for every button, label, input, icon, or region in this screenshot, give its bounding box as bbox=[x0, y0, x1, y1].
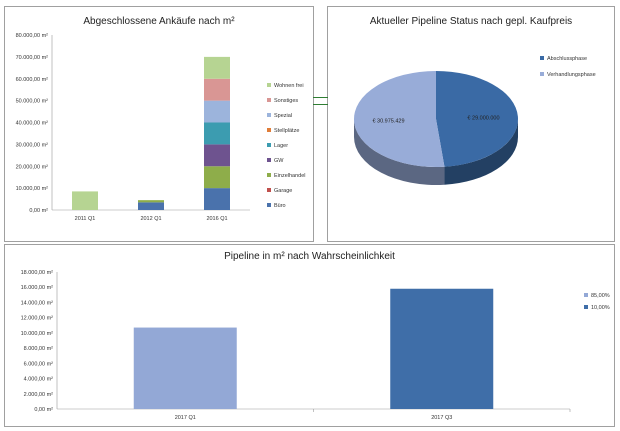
y-tick-label: 40.000,00 m² bbox=[16, 121, 49, 127]
pie-data-label: € 30.975.429 bbox=[372, 118, 404, 124]
pie-chart-panel: Aktueller Pipeline Status nach gepl. Kau… bbox=[327, 6, 615, 242]
legend-label: Abschlussphase bbox=[547, 56, 587, 62]
x-tick-label: 2016 Q1 bbox=[206, 216, 227, 222]
bar-segment bbox=[204, 122, 230, 145]
y-tick-label: 10.000,00 m² bbox=[21, 331, 54, 337]
legend-swatch bbox=[584, 305, 588, 309]
bar-segment bbox=[204, 100, 230, 123]
bar-segment bbox=[204, 78, 230, 101]
y-tick-label: 12.000,00 m² bbox=[21, 316, 54, 322]
y-tick-label: 0,00 m² bbox=[29, 208, 48, 214]
y-tick-label: 8.000,00 m² bbox=[24, 346, 54, 352]
y-tick-label: 0,00 m² bbox=[34, 407, 53, 413]
legend-swatch bbox=[540, 72, 544, 76]
y-tick-label: 70.000,00 m² bbox=[16, 55, 49, 61]
legend-label: Sonstiges bbox=[274, 98, 298, 104]
x-tick-label: 2017 Q1 bbox=[175, 415, 196, 421]
legend-swatch bbox=[267, 143, 271, 147]
bar-segment bbox=[204, 56, 230, 79]
bar-segment bbox=[138, 200, 164, 203]
y-tick-label: 50.000,00 m² bbox=[16, 99, 49, 105]
legend-label: Lager bbox=[274, 143, 288, 149]
chart1-title: Abgeschlossene Ankäufe nach m² bbox=[83, 16, 235, 27]
legend-label: Verhandlungsphase bbox=[547, 72, 596, 78]
legend-swatch bbox=[267, 98, 271, 102]
bar-segment bbox=[204, 144, 230, 167]
bar-segment bbox=[204, 166, 230, 189]
connector-line bbox=[313, 97, 328, 98]
legend-label: Stellplätze bbox=[274, 128, 299, 134]
y-tick-label: 20.000,00 m² bbox=[16, 164, 49, 170]
legend-swatch bbox=[267, 113, 271, 117]
legend-swatch bbox=[267, 83, 271, 87]
stacked-bar-chart-panel: Abgeschlossene Ankäufe nach m² 0,00 m² 10… bbox=[4, 6, 314, 242]
y-tick-label: 60.000,00 m² bbox=[16, 77, 49, 83]
legend-label: Spezial bbox=[274, 113, 292, 119]
connector-line bbox=[313, 104, 328, 105]
y-tick-label: 2.000,00 m² bbox=[24, 392, 54, 398]
legend-label: Wohnen frei bbox=[274, 83, 304, 89]
y-tick-label: 4.000,00 m² bbox=[24, 377, 54, 383]
legend-label: Einzelhandel bbox=[274, 173, 306, 179]
bar-segment bbox=[138, 202, 164, 210]
pie-slice-side bbox=[444, 119, 518, 185]
x-tick-label: 2017 Q3 bbox=[431, 415, 452, 421]
legend-swatch bbox=[267, 158, 271, 162]
y-tick-label: 18.000,00 m² bbox=[21, 270, 54, 276]
legend-label: 85,00% bbox=[591, 293, 610, 299]
legend-swatch bbox=[540, 56, 544, 60]
stacked-bar-chart: 0,00 m² 10.000,00 m² 20.000,00 m² 30.000,00… bbox=[16, 33, 306, 222]
legend-label: Büro bbox=[274, 203, 286, 209]
y-tick-label: 80.000,00 m² bbox=[16, 33, 49, 39]
y-tick-label: 14.000,00 m² bbox=[21, 300, 54, 306]
legend-label: 10,00% bbox=[591, 305, 610, 311]
legend-swatch bbox=[267, 203, 271, 207]
x-tick-label: 2012 Q1 bbox=[140, 216, 161, 222]
y-tick-label: 6.000,00 m² bbox=[24, 361, 54, 367]
legend-swatch bbox=[267, 128, 271, 132]
legend-swatch bbox=[267, 188, 271, 192]
bar-segment bbox=[204, 188, 230, 210]
legend-label: GW bbox=[274, 158, 284, 164]
legend-swatch bbox=[267, 173, 271, 177]
y-tick-label: 16.000,00 m² bbox=[21, 285, 54, 291]
pie-slice bbox=[353, 71, 445, 167]
x-tick-label: 2011 Q1 bbox=[75, 216, 96, 222]
bar bbox=[133, 327, 237, 409]
pipeline-bar-chart: 0,00 m² 2.000,00 m² 4.000,00 m² 6.000,00 m²… bbox=[21, 270, 610, 421]
bar-segment bbox=[72, 191, 98, 210]
pipeline-bar-chart-panel: Pipeline in m² nach Wahrscheinlichkeit 0… bbox=[4, 244, 615, 427]
legend-swatch bbox=[584, 293, 588, 297]
pie-slice bbox=[436, 71, 518, 167]
pie-chart: € 29.000.000 € 30.975.429 Abschlussphase Ve… bbox=[353, 56, 596, 185]
legend-label: Garage bbox=[274, 188, 292, 194]
pie-slice-side bbox=[354, 119, 445, 185]
chart3-title: Pipeline in m² nach Wahrscheinlichkeit bbox=[224, 251, 395, 262]
y-tick-label: 10.000,00 m² bbox=[16, 186, 49, 192]
y-tick-label: 30.000,00 m² bbox=[16, 142, 49, 148]
bar bbox=[390, 288, 494, 409]
pie-data-label: € 29.000.000 bbox=[467, 116, 499, 122]
chart2-title: Aktueller Pipeline Status nach gepl. Kau… bbox=[369, 16, 573, 27]
